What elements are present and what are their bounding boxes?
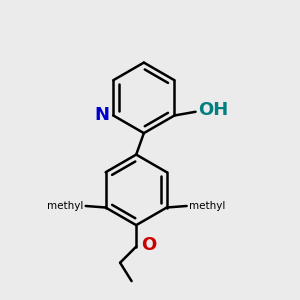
- Text: methyl: methyl: [47, 201, 83, 211]
- Text: O: O: [141, 236, 156, 254]
- Text: methyl: methyl: [189, 201, 226, 211]
- Text: N: N: [94, 106, 110, 124]
- Text: OH: OH: [199, 101, 229, 119]
